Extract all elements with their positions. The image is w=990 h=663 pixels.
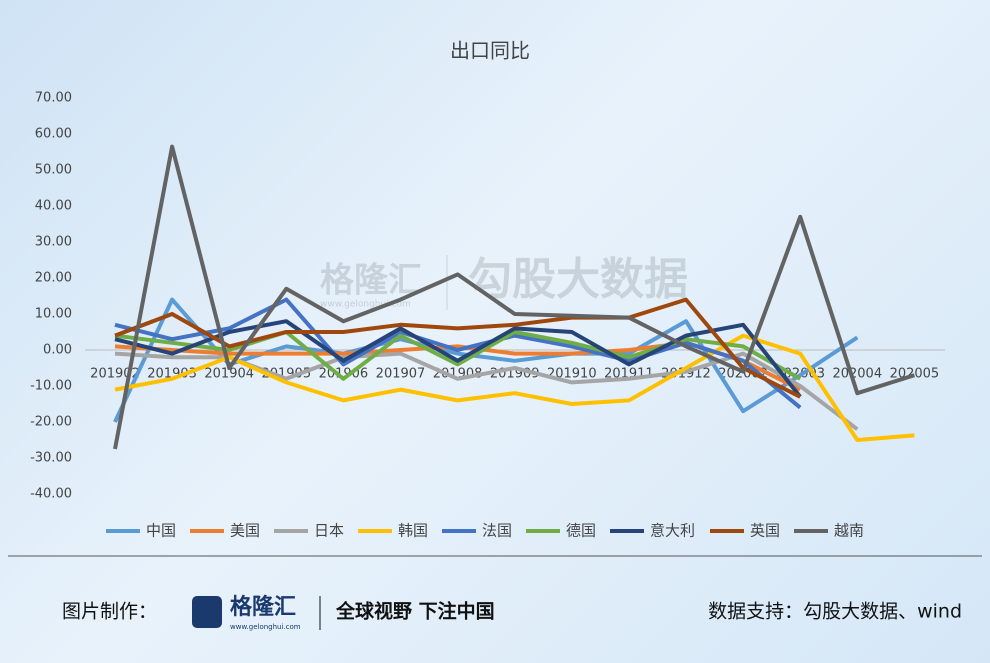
watermark-partner: 勾股大数据 — [468, 254, 688, 305]
y-tick-label: 70.00 — [35, 91, 72, 106]
footer-logo-icon — [192, 596, 222, 628]
watermark-site: www.gelonghui.com — [320, 300, 411, 310]
watermark-brand: 格隆汇 — [320, 261, 422, 301]
y-tick-label: -10.00 — [30, 379, 72, 394]
legend-label: 意大利 — [650, 522, 695, 540]
footer-slogan: 全球视野 下注中国 — [335, 600, 495, 623]
y-tick-label: -20.00 — [30, 415, 72, 430]
y-tick-label: 10.00 — [35, 307, 72, 322]
y-tick-label: 60.00 — [35, 127, 72, 142]
x-tick-label: 201904 — [204, 367, 254, 382]
series-line — [114, 319, 802, 399]
footer-source: 数据支持：勾股大数据、wind — [708, 601, 962, 623]
legend-label: 英国 — [750, 522, 780, 540]
footer-site: www.gelonghui.com — [230, 623, 301, 631]
series-line — [114, 297, 802, 410]
legend-label: 韩国 — [398, 522, 428, 540]
chart-title: 出口同比 — [450, 39, 530, 63]
y-tick-label: -40.00 — [30, 487, 72, 502]
series-line — [113, 144, 916, 450]
x-tick-label: 201912 — [661, 367, 711, 382]
x-tick-label: 201907 — [376, 367, 426, 382]
x-tick-label: 202004 — [832, 367, 882, 382]
legend-label: 德国 — [566, 522, 596, 540]
x-tick-label: 201902 — [90, 367, 140, 382]
legend-label: 日本 — [314, 522, 344, 540]
y-tick-label: 20.00 — [35, 271, 72, 286]
y-tick-label: 30.00 — [35, 235, 72, 250]
x-tick-label: 201903 — [147, 367, 197, 382]
footer-brand: 格隆汇 — [230, 594, 296, 620]
legend-label: 美国 — [230, 522, 260, 540]
y-tick-label: 0.00 — [43, 343, 72, 358]
legend-label: 中国 — [146, 522, 176, 540]
series-line — [114, 297, 802, 399]
y-tick-label: 40.00 — [35, 199, 72, 214]
y-tick-label: -30.00 — [30, 451, 72, 466]
y-tick-label: 50.00 — [35, 163, 72, 178]
series-line — [114, 330, 802, 381]
footer-credit: 图片制作： — [62, 601, 157, 623]
legend-label: 越南 — [834, 522, 864, 540]
series-line — [114, 333, 915, 442]
legend-label: 法国 — [482, 522, 512, 540]
